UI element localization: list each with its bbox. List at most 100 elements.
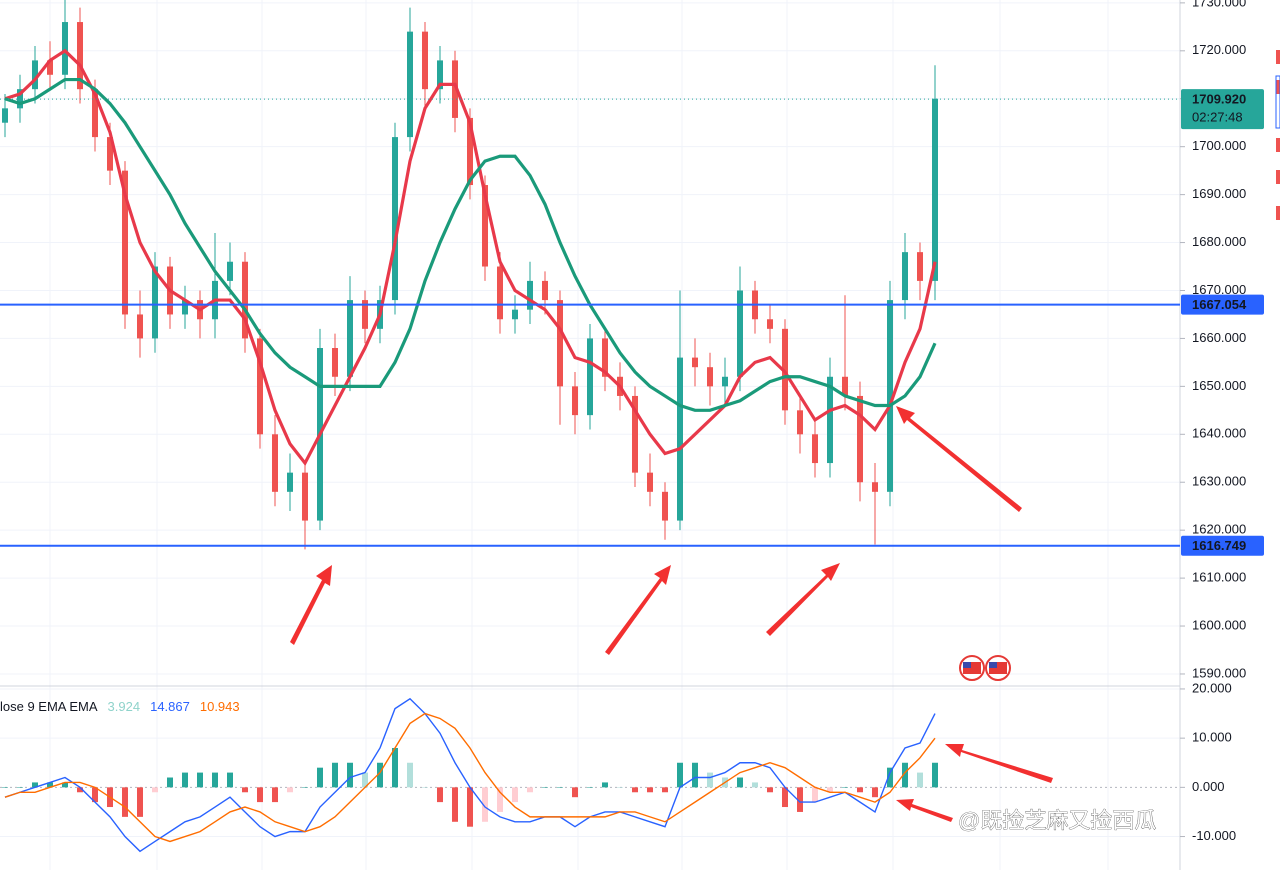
moving-average-line: [4, 48, 937, 467]
candle-body: [857, 395, 863, 483]
last-price-label: 1709.920: [1192, 92, 1246, 107]
histogram-bar: [2, 787, 8, 788]
candle-body: [902, 252, 908, 301]
histogram-bar: [572, 787, 578, 798]
candle-body: [392, 137, 398, 301]
candle-body: [77, 22, 83, 90]
candle-body: [347, 300, 353, 377]
histogram-bar: [737, 777, 743, 788]
histogram-bar: [527, 787, 533, 793]
histogram-bar: [497, 787, 503, 812]
histogram-bar: [392, 747, 398, 788]
candle-body: [812, 434, 818, 464]
y-tick-label: 1690.000: [1192, 186, 1246, 201]
y-tick-label: 1720.000: [1192, 42, 1246, 57]
histogram-bar: [197, 772, 203, 788]
histogram-bar: [362, 772, 368, 788]
moving-average-line: [4, 77, 937, 412]
candle-body: [932, 98, 938, 281]
candle-body: [182, 300, 188, 315]
candle-body: [842, 376, 848, 396]
histogram-bar: [677, 762, 683, 788]
histogram-bar: [557, 787, 563, 788]
histogram-bar: [407, 762, 413, 788]
candle-body: [362, 300, 368, 329]
candle-body: [827, 376, 833, 464]
y-tick-label: -10.000: [1192, 828, 1236, 843]
candle-body: [797, 410, 803, 435]
candle-body: [512, 309, 518, 320]
candle-body: [917, 252, 923, 281]
histogram-bar: [242, 787, 248, 793]
histogram-bar: [422, 787, 428, 788]
candle-body: [257, 338, 263, 435]
candle-body: [692, 357, 698, 368]
histogram-bar: [272, 787, 278, 803]
candle-body: [242, 261, 248, 339]
y-tick-label: 1600.000: [1192, 617, 1246, 632]
indicator-value: 14.867: [150, 699, 190, 714]
candle-body: [497, 266, 503, 320]
candle-body: [647, 472, 653, 492]
histogram-bar: [872, 787, 878, 798]
event-flags: [959, 655, 1011, 681]
candle-body: [437, 60, 443, 90]
candle-body: [572, 386, 578, 416]
candle-body: [92, 89, 98, 138]
histogram-bar: [842, 787, 848, 788]
candle-body: [227, 261, 233, 281]
histogram-bar: [302, 787, 308, 788]
y-tick-label: 1590.000: [1192, 665, 1246, 680]
histogram-bar: [452, 787, 458, 822]
price-tag: [1181, 294, 1264, 315]
histogram-bar: [692, 762, 698, 788]
candle-body: [602, 338, 608, 377]
indicator-value: 3.924: [108, 699, 141, 714]
histogram-bar: [347, 762, 353, 788]
candle-body: [662, 491, 668, 521]
histogram-bar: [467, 787, 473, 827]
candle-body: [482, 185, 488, 267]
candle-body: [767, 319, 773, 329]
histogram-bar: [797, 787, 803, 812]
candle-body: [332, 348, 338, 377]
candle-body: [302, 472, 308, 521]
indicator-legend: lose 9 EMA EMA 3.924 14.867 10.943: [0, 699, 240, 714]
histogram-bar: [287, 787, 293, 793]
histogram-bar: [17, 787, 23, 788]
histogram-bar: [227, 772, 233, 788]
histogram-bar: [437, 787, 443, 803]
candle-body: [407, 31, 413, 138]
y-tick-label: 1620.000: [1192, 522, 1246, 537]
histogram-bar: [257, 787, 263, 803]
histogram-bar: [182, 772, 188, 788]
histogram-bar: [902, 762, 908, 788]
candle-body: [452, 60, 458, 118]
histogram-bar: [332, 762, 338, 788]
watermark: @既捡芝麻又捡西瓜: [958, 808, 1156, 833]
candle-body: [527, 280, 533, 310]
y-tick-label: 1640.000: [1192, 426, 1246, 441]
last-price-tag: [1181, 89, 1264, 130]
histogram-bar: [137, 787, 143, 817]
annotation-arrows: [290, 406, 1053, 822]
y-tick-label: 1670.000: [1192, 282, 1246, 297]
price-tag-label: 1667.054: [1192, 297, 1247, 312]
y-tick-label: 10.000: [1192, 730, 1232, 745]
y-tick-label: 1680.000: [1192, 234, 1246, 249]
candle-body: [152, 266, 158, 339]
histogram-bar: [62, 782, 68, 788]
y-tick-label: 1630.000: [1192, 474, 1246, 489]
histogram-bar: [32, 782, 38, 788]
y-tick-label: 1700.000: [1192, 138, 1246, 153]
candle-body: [887, 300, 893, 492]
price-tag: [1181, 535, 1264, 556]
candle-body: [632, 395, 638, 473]
histogram-bar: [632, 787, 638, 793]
histogram-bar: [602, 782, 608, 788]
candle-body: [542, 280, 548, 301]
candle-body: [122, 170, 128, 315]
histogram-bar: [377, 762, 383, 788]
